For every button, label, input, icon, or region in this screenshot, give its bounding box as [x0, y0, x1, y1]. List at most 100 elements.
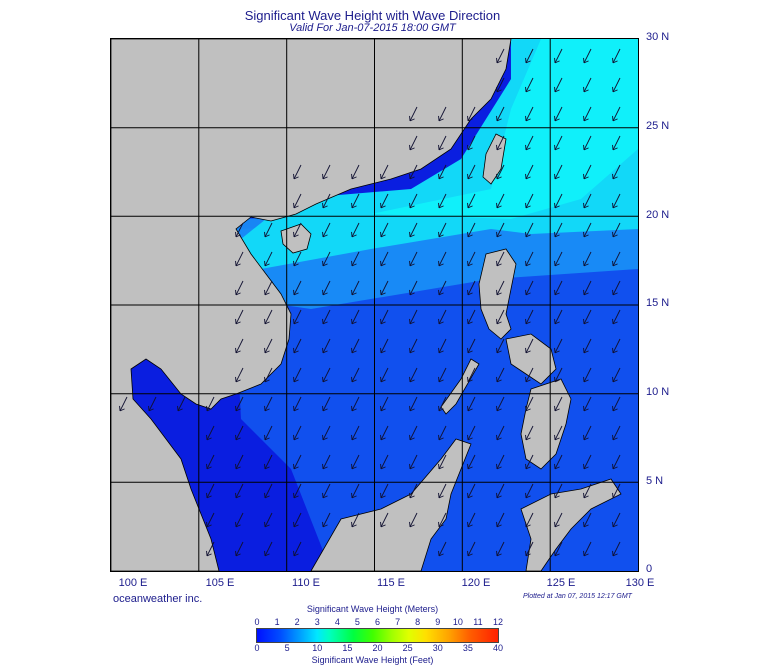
map-subtitle: Valid For Jan-07-2015 18:00 GMT [289, 22, 456, 34]
wave-direction-arrowhead [554, 289, 560, 296]
wave-direction-arrow [496, 541, 505, 557]
wave-direction-arrow [351, 280, 360, 296]
colorbar-tick-feet: 25 [402, 643, 413, 653]
wave-direction-arrowhead [583, 318, 589, 325]
lon-label-130: 130 E [625, 577, 655, 589]
wave-direction-arrow [264, 222, 273, 238]
wave-direction-arrow [438, 280, 447, 296]
wave-direction-arrow [496, 77, 505, 93]
wave-direction-arrow [380, 512, 389, 528]
colorbar-tick-feet: 30 [432, 643, 443, 653]
land-mainland-asia [111, 39, 512, 571]
wave-direction-arrow [293, 512, 302, 528]
wave-direction-arrow [612, 338, 621, 354]
wave-direction-arrowhead [612, 347, 618, 354]
wave-direction-arrow [612, 280, 621, 296]
wave-direction-arrow [554, 251, 563, 267]
wave-direction-arrow [467, 135, 476, 151]
wave-direction-arrow [496, 338, 505, 354]
wave-direction-arrowhead [206, 405, 212, 412]
wave-direction-arrowhead [409, 202, 415, 209]
wave-direction-arrow [467, 454, 476, 470]
wave-direction-arrowhead [264, 376, 270, 383]
wave-direction-arrow [525, 512, 534, 528]
wave-direction-arrow [467, 280, 476, 296]
wave-direction-arrowhead [496, 202, 502, 209]
wave-direction-arrowhead [583, 492, 589, 499]
wave-direction-arrow [322, 396, 331, 412]
wave-direction-arrowhead [525, 318, 531, 325]
wave-direction-arrow [380, 338, 389, 354]
wave-direction-arrowhead [496, 260, 502, 267]
wave-direction-arrowhead [496, 492, 502, 499]
wave-direction-arrow [525, 338, 534, 354]
wave-direction-arrowhead [206, 521, 212, 528]
wave-direction-arrow [554, 338, 563, 354]
wave-direction-arrow [496, 367, 505, 383]
wave-direction-arrowhead [612, 115, 618, 122]
lat-label-20: 20 N [646, 209, 670, 221]
wave-direction-arrow [467, 512, 476, 528]
wave-direction-arrow [496, 280, 505, 296]
wave-direction-arrow [438, 512, 447, 528]
wave-direction-arrowhead [467, 492, 473, 499]
wave-direction-arrowhead [612, 405, 618, 412]
wave-direction-arrowhead [496, 347, 502, 354]
wave-direction-arrow [351, 425, 360, 441]
wave-direction-arrowhead [264, 260, 270, 267]
wave-direction-arrow [525, 483, 534, 499]
wave-direction-arrow [409, 367, 418, 383]
lon-label-105: 105 E [205, 577, 235, 589]
wave-direction-arrowhead [554, 173, 560, 180]
wave-direction-arrowhead [525, 202, 531, 209]
wave-direction-arrowhead [554, 434, 560, 441]
wave-direction-arrow [612, 425, 621, 441]
wave-direction-arrowhead [438, 347, 444, 354]
colorbar-tick-meters: 0 [254, 617, 260, 627]
wave-direction-arrow [496, 251, 505, 267]
wave-direction-arrowhead [380, 521, 386, 528]
wave-direction-arrowhead [351, 289, 357, 296]
wave-direction-arrowhead [467, 521, 473, 528]
wave-direction-arrow [438, 541, 447, 557]
wave-direction-arrowhead [409, 173, 415, 180]
wave-direction-arrow [554, 512, 563, 528]
wave-direction-arrow [293, 251, 302, 267]
wave-direction-arrowhead [264, 289, 270, 296]
wave-direction-arrow [583, 280, 592, 296]
wave-direction-arrow [380, 280, 389, 296]
wave-direction-arrowhead [496, 463, 502, 470]
wave-direction-arrow [322, 512, 331, 528]
wave-direction-arrow [235, 483, 244, 499]
wave-direction-arrow [583, 425, 592, 441]
wave-direction-arrow [525, 309, 534, 325]
wave-direction-arrow [351, 512, 360, 528]
wave-direction-arrow [351, 367, 360, 383]
wave-direction-arrow [235, 512, 244, 528]
wave-direction-arrowhead [351, 347, 357, 354]
wave-direction-arrowhead [554, 492, 560, 499]
wave-direction-arrowhead [438, 521, 444, 528]
wave-direction-arrow [525, 367, 534, 383]
wave-direction-arrowhead [525, 260, 531, 267]
wave-direction-arrowhead [351, 318, 357, 325]
wave-direction-arrowhead [322, 202, 328, 209]
wave-direction-arrowhead [264, 405, 270, 412]
wave-direction-arrow [264, 396, 273, 412]
wave-direction-arrow [467, 425, 476, 441]
wave-direction-arrowhead [322, 492, 328, 499]
wave-direction-arrowhead [467, 376, 473, 383]
wave-direction-arrowhead [583, 405, 589, 412]
wave-direction-arrow [583, 106, 592, 122]
wave-direction-arrow [467, 309, 476, 325]
colorbar-tick-meters: 4 [334, 617, 340, 627]
colorbar-tick-meters: 5 [354, 617, 360, 627]
colorbar-tick-meters: 1 [274, 617, 280, 627]
wave-direction-arrowhead [293, 289, 299, 296]
wave-direction-arrow [496, 454, 505, 470]
wave-direction-arrow [380, 164, 389, 180]
wave-direction-arrow [583, 396, 592, 412]
wave-direction-arrowhead [525, 463, 531, 470]
wave-direction-arrow [554, 483, 563, 499]
wave-direction-arrow [409, 483, 418, 499]
